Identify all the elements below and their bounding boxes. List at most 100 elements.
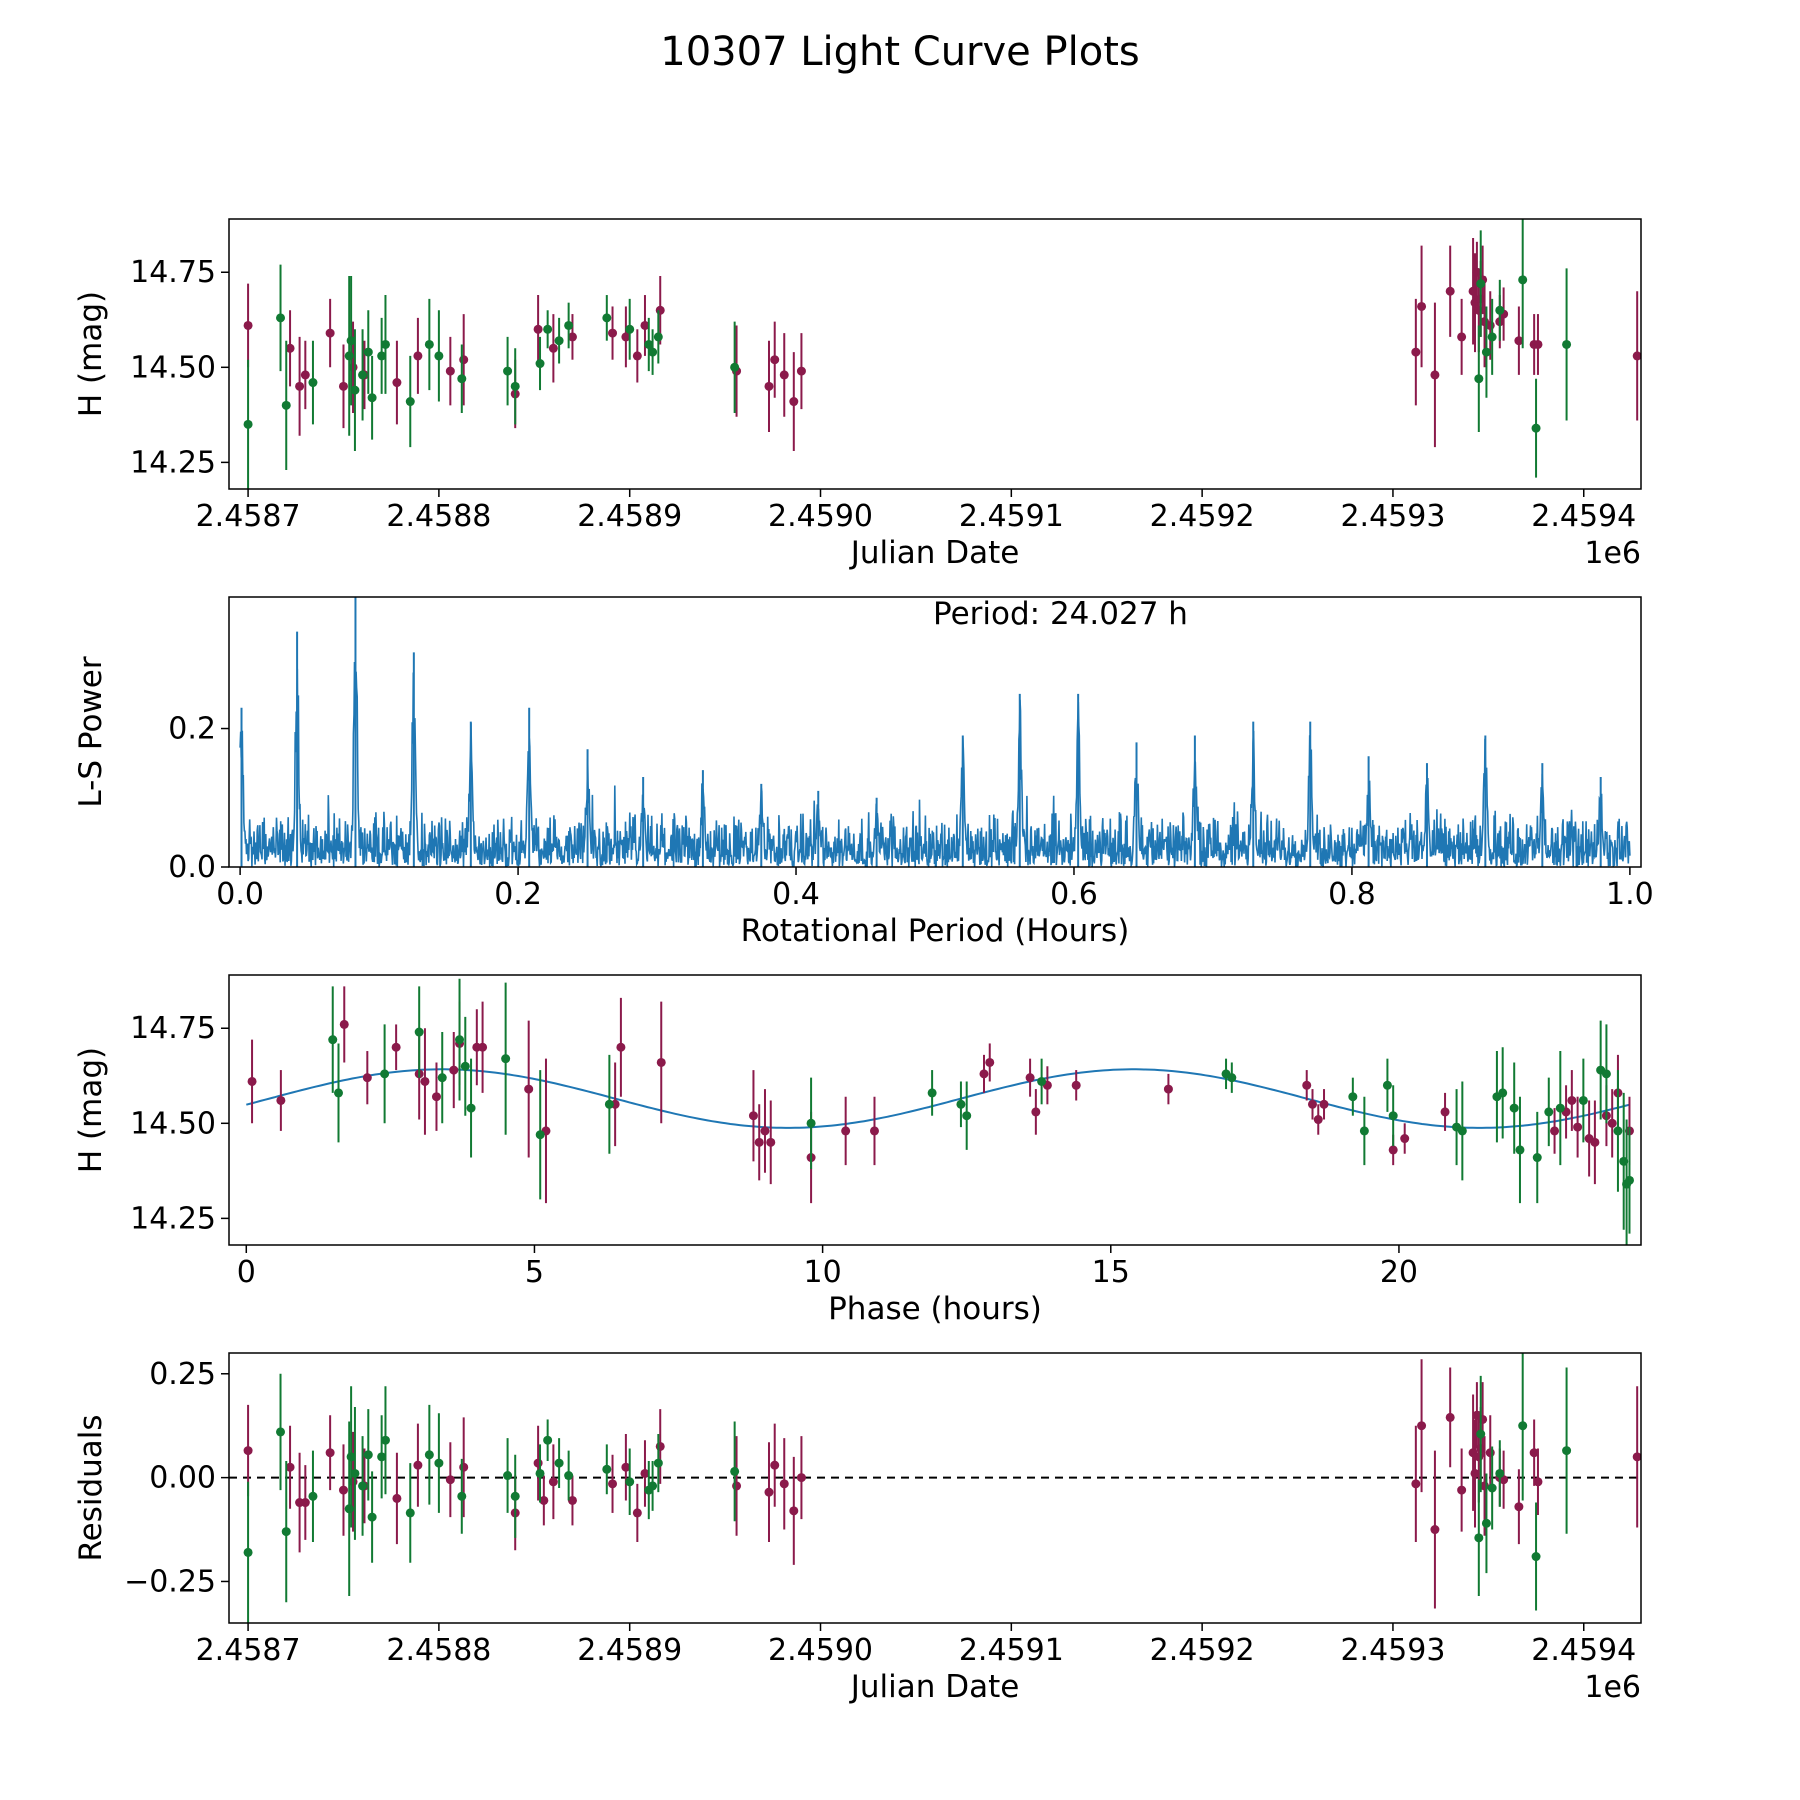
data-point	[367, 393, 377, 403]
data-point	[1487, 1483, 1497, 1493]
data-point	[420, 1076, 430, 1086]
data-point	[325, 1448, 335, 1458]
data-point	[1470, 1468, 1480, 1478]
data-point	[748, 1111, 758, 1121]
x-axis-label: Julian Date	[849, 1669, 1020, 1705]
y-tick-label: 14.25	[130, 1201, 216, 1236]
data-point	[644, 339, 654, 349]
data-point	[1495, 305, 1505, 315]
data-point	[764, 1487, 774, 1497]
data-point	[1481, 347, 1491, 357]
data-point	[535, 1468, 545, 1478]
x-tick-label: 2.4594	[1531, 1633, 1636, 1668]
x-tick-label: 2.4590	[768, 1633, 873, 1668]
data-point	[392, 1493, 402, 1503]
data-point	[543, 324, 553, 334]
data-point	[625, 1477, 635, 1487]
data-point	[1313, 1115, 1323, 1125]
data-point	[445, 1475, 455, 1485]
x-tick-label: 2.4589	[577, 1633, 682, 1668]
data-point	[1624, 1175, 1634, 1185]
data-point	[608, 1479, 618, 1489]
y-axis-label: L-S Power	[73, 656, 109, 807]
data-point	[414, 1027, 424, 1037]
data-point	[535, 359, 545, 369]
x-tick-label: 0.2	[494, 877, 542, 912]
data-point	[363, 347, 373, 357]
x-tick-label: 2.4591	[959, 499, 1064, 534]
data-point	[300, 1498, 310, 1508]
data-point	[1430, 370, 1440, 380]
data-point	[554, 1458, 564, 1468]
x-tick-label: 0.4	[772, 877, 820, 912]
data-point	[392, 378, 402, 388]
data-point	[1607, 1118, 1617, 1128]
data-point	[869, 1126, 879, 1136]
data-point	[770, 1460, 780, 1470]
x-tick-label: 0	[237, 1255, 256, 1290]
plot-area	[243, 219, 1641, 489]
data-point	[648, 1481, 658, 1491]
data-point	[524, 1084, 534, 1094]
data-point	[554, 336, 564, 346]
data-point	[621, 1462, 631, 1472]
data-point	[243, 320, 253, 330]
data-point	[1302, 1080, 1312, 1090]
x-tick-label: 2.4587	[196, 1633, 301, 1668]
data-point	[616, 1042, 626, 1052]
data-point	[346, 336, 356, 346]
axes-frame	[228, 596, 1642, 868]
y-tick-label: −0.25	[124, 1564, 216, 1599]
data-point	[1487, 332, 1497, 342]
data-point	[455, 1035, 465, 1045]
data-point	[1388, 1145, 1398, 1155]
data-point	[358, 1481, 368, 1491]
data-point	[377, 351, 387, 361]
data-point	[466, 1103, 476, 1113]
x-tick-label: 5	[525, 1255, 544, 1290]
data-point	[1498, 1088, 1508, 1098]
data-point	[1417, 301, 1427, 311]
x-offset-label: 1e6	[1584, 1670, 1641, 1705]
data-point	[1457, 1126, 1467, 1136]
data-point	[656, 1057, 666, 1067]
data-point	[510, 1491, 520, 1501]
x-tick-label: 2.4594	[1531, 499, 1636, 534]
data-point	[796, 1473, 806, 1483]
data-point	[648, 347, 658, 357]
data-point	[325, 328, 335, 338]
y-tick-label: 14.50	[130, 1106, 216, 1141]
data-point	[1518, 275, 1528, 285]
data-point	[362, 1073, 372, 1083]
data-point	[424, 339, 434, 349]
data-point	[548, 343, 558, 353]
data-point	[625, 324, 635, 334]
figure-title: 10307 Light Curve Plots	[660, 29, 1139, 75]
data-point	[281, 400, 291, 410]
data-point	[460, 1061, 470, 1071]
data-point	[1476, 1429, 1486, 1439]
data-point	[789, 397, 799, 407]
data-point	[1457, 1485, 1467, 1495]
data-point	[1417, 1421, 1427, 1431]
data-point	[985, 1057, 995, 1067]
x-tick-label: 20	[1380, 1255, 1418, 1290]
data-point	[285, 343, 295, 353]
axes-frame	[228, 974, 1642, 1246]
data-point	[380, 339, 390, 349]
data-point	[358, 370, 368, 380]
data-point	[380, 1069, 390, 1079]
y-tick-label: 14.25	[130, 445, 216, 480]
data-point	[339, 1019, 349, 1029]
data-point	[956, 1099, 966, 1109]
x-tick-label: 2.4593	[1340, 499, 1445, 534]
data-point	[564, 1471, 574, 1481]
data-point	[1445, 286, 1455, 296]
data-point	[413, 351, 423, 361]
data-point	[308, 378, 318, 388]
data-point	[503, 366, 513, 376]
data-point	[1531, 1552, 1541, 1562]
data-point	[338, 381, 348, 391]
x-tick-label: 2.4588	[386, 499, 491, 534]
data-point	[503, 1471, 513, 1481]
